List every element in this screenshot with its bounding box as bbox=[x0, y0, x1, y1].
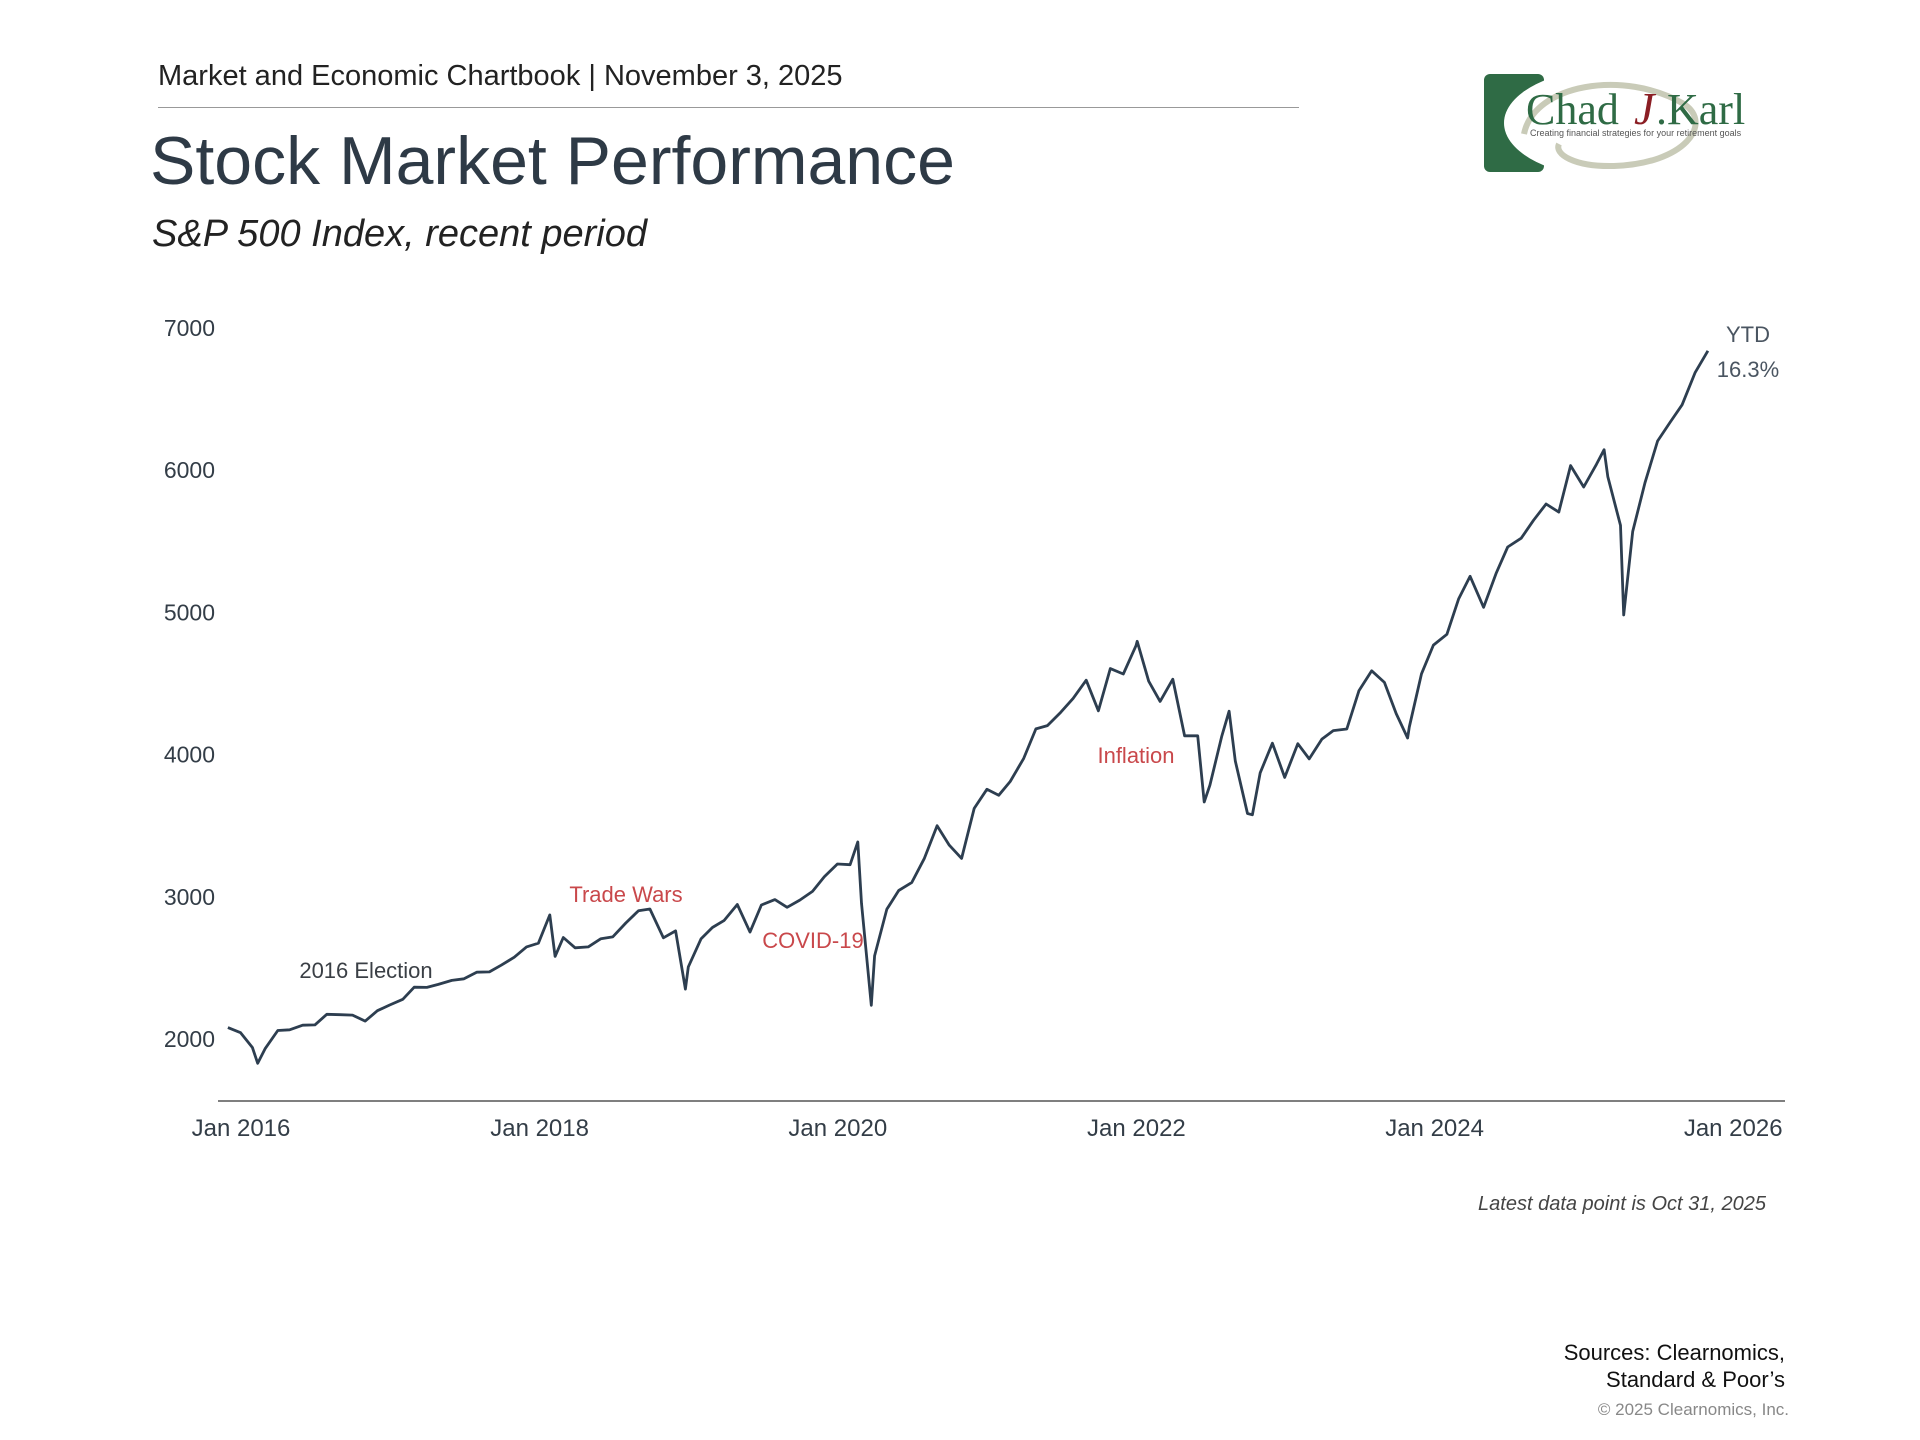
svg-text:J: J bbox=[1634, 83, 1657, 134]
header-divider bbox=[158, 107, 1299, 108]
annotation-trade-wars: Trade Wars bbox=[569, 882, 682, 907]
annotation-2016-election: 2016 Election bbox=[299, 958, 432, 983]
page-title: Stock Market Performance bbox=[150, 123, 955, 199]
x-tick-label: Jan 2024 bbox=[1385, 1115, 1484, 1142]
sources-line-1: Sources: Clearnomics, bbox=[1563, 1340, 1785, 1365]
svg-text:Chad: Chad bbox=[1526, 85, 1619, 134]
y-tick-label: 7000 bbox=[164, 315, 215, 341]
y-tick-label: 6000 bbox=[164, 457, 215, 483]
x-tick-label: Jan 2018 bbox=[490, 1115, 589, 1142]
page-subtitle: S&P 500 Index, recent period bbox=[152, 213, 648, 255]
y-tick-label: 3000 bbox=[164, 884, 215, 910]
ytd-label: YTD bbox=[1726, 322, 1770, 347]
y-tick-label: 5000 bbox=[164, 599, 215, 625]
x-tick-label: Jan 2026 bbox=[1684, 1115, 1783, 1142]
copyright: © 2025 Clearnomics, Inc. bbox=[1597, 1400, 1789, 1419]
chad-j-karl-logo: Chad J .Karl Creating financial strategi… bbox=[1484, 74, 1745, 172]
svg-text:.Karl: .Karl bbox=[1656, 85, 1745, 134]
svg-text:Creating financial strategies: Creating financial strategies for your r… bbox=[1530, 128, 1742, 138]
x-tick-label: Jan 2020 bbox=[788, 1115, 887, 1142]
sources-line-2: Standard & Poor’s bbox=[1606, 1367, 1785, 1392]
x-tick-label: Jan 2016 bbox=[192, 1115, 291, 1142]
x-tick-label: Jan 2022 bbox=[1087, 1115, 1186, 1142]
annotation-covid-19: COVID-19 bbox=[762, 928, 863, 953]
y-tick-label: 2000 bbox=[164, 1026, 215, 1052]
ytd-value: 16.3% bbox=[1717, 357, 1779, 382]
annotation-inflation: Inflation bbox=[1097, 743, 1174, 768]
chartbook-header: Market and Economic Chartbook | November… bbox=[158, 60, 843, 92]
y-tick-label: 4000 bbox=[164, 742, 215, 768]
latest-data-note: Latest data point is Oct 31, 2025 bbox=[1478, 1193, 1766, 1215]
sp500-series-line bbox=[227, 350, 1710, 1065]
